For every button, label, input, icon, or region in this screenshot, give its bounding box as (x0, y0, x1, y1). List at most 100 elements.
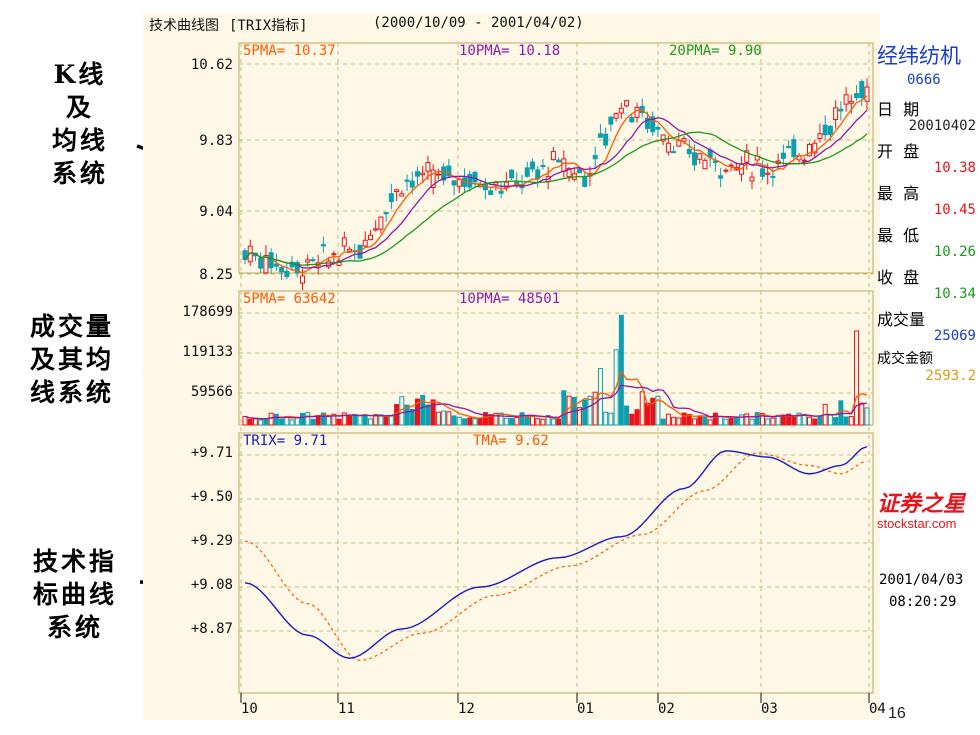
volume-bar (597, 368, 603, 426)
trix-tick: +9.29 (190, 533, 233, 549)
volume-bar (326, 415, 332, 426)
volume-bar (624, 405, 630, 426)
candlestick (378, 216, 384, 230)
volume-bar (697, 415, 703, 426)
volume-bar (608, 412, 614, 426)
candlestick (624, 100, 630, 107)
volume-bar (373, 414, 379, 426)
volume-bar (336, 418, 342, 426)
volume-bar (446, 411, 452, 426)
candlestick (247, 245, 253, 263)
candlestick (535, 169, 541, 180)
volume-bar (331, 413, 337, 426)
stock-name: 经纬纺机 (877, 44, 961, 68)
volume-bar (634, 409, 640, 426)
volume-bar (712, 412, 718, 426)
volume-bar (629, 413, 635, 426)
candlestick (597, 133, 603, 138)
volume-bar (388, 415, 394, 426)
volume-bar (733, 417, 739, 426)
volume-bar (362, 415, 368, 426)
volume-bar (493, 412, 499, 426)
candlestick (759, 168, 765, 177)
candlestick (791, 139, 797, 158)
price-tick: 8.25 (199, 267, 233, 283)
volume-bar (765, 418, 771, 426)
candlestick (299, 275, 305, 284)
volume-bar (529, 415, 535, 426)
volume-bar (587, 395, 593, 426)
candlestick (451, 180, 457, 186)
volume-bar (535, 418, 541, 426)
trix-tick: +9.50 (190, 489, 233, 505)
candlestick (404, 179, 410, 182)
volume-bar (681, 412, 687, 426)
close-value: 10.34 (933, 286, 976, 302)
volume-bar (577, 407, 583, 426)
candlestick (550, 151, 556, 161)
volume-bar (833, 417, 839, 426)
date-range: (2000/10/09 - 2001/04/02) (373, 15, 584, 31)
panel-frame (238, 42, 874, 274)
month-tick: 04 (869, 701, 886, 717)
close-label: 收 盘 (877, 268, 920, 287)
volume-bar (524, 415, 530, 426)
candlestick (273, 263, 279, 267)
volume-bar (258, 419, 264, 426)
candlestick (686, 148, 692, 155)
volume-bar (435, 411, 441, 426)
candlestick (430, 169, 436, 189)
volume-bar (812, 418, 818, 426)
candlestick (859, 81, 865, 99)
ma5-volume-legend: 5PMA= 63642 (243, 291, 336, 307)
volume-bar (780, 414, 786, 426)
stamp-date: 2001/04/03 (879, 572, 964, 588)
price-tick: 10.62 (190, 57, 233, 73)
volume-bar (723, 418, 729, 426)
candlestick (655, 126, 661, 130)
volume-bar (503, 417, 509, 426)
stock-chart-window: 技术曲线图 [TRIX指标] (2000/10/09 - 2001/04/02)… (143, 13, 886, 720)
volume-bar (718, 415, 724, 426)
volume-bar (843, 416, 849, 426)
volume-bar (242, 415, 248, 426)
volume-bar (859, 402, 865, 426)
volume-bar (749, 418, 755, 426)
candlestick (644, 117, 650, 129)
volume-bar (566, 395, 572, 426)
volume-bar (299, 412, 305, 426)
candlestick (503, 181, 509, 188)
candlestick (394, 189, 400, 193)
candlestick (577, 168, 583, 174)
volume-bar (268, 412, 274, 426)
candlestick (279, 267, 285, 273)
volume-bar (252, 418, 258, 426)
candlestick (310, 259, 316, 262)
volume-bar (650, 397, 656, 426)
date-value: 20010402 (908, 118, 976, 134)
volume-bar (488, 414, 494, 426)
month-tick: 03 (761, 701, 778, 717)
candlestick (331, 253, 337, 256)
candlestick (341, 237, 347, 247)
panel-frame (238, 290, 874, 426)
volume-bar (864, 407, 870, 426)
volume-bar (592, 391, 598, 426)
candlestick (509, 169, 515, 179)
volume-label: 成交量 (877, 310, 926, 329)
candlestick (681, 138, 687, 142)
trix-legend: TRIX= 9.71 (243, 433, 328, 449)
candlestick (864, 86, 870, 102)
volume-bar (441, 410, 447, 426)
candlestick (801, 159, 807, 162)
volume-bar (754, 412, 760, 426)
volume-bar (791, 416, 797, 426)
candlestick (843, 94, 849, 105)
amount-label: 成交金额 (877, 351, 933, 367)
candlestick (456, 178, 462, 187)
candlestick (613, 113, 619, 119)
candlestick (838, 108, 844, 112)
candlestick (582, 177, 588, 187)
candlestick (812, 142, 818, 154)
chart-title: 技术曲线图 (149, 18, 219, 34)
